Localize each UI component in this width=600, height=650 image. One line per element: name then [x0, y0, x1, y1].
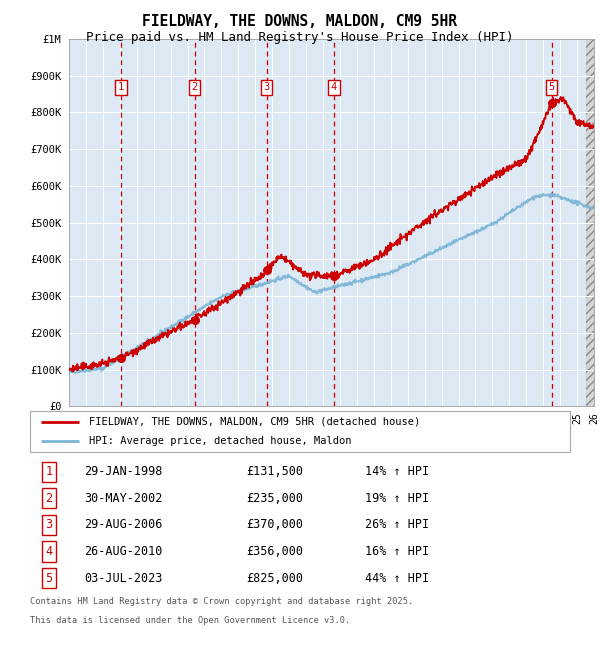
Text: 19% ↑ HPI: 19% ↑ HPI [365, 492, 429, 504]
Text: 4: 4 [46, 545, 52, 558]
Text: 26-AUG-2010: 26-AUG-2010 [84, 545, 163, 558]
Text: 1: 1 [46, 465, 52, 478]
Text: £235,000: £235,000 [246, 492, 303, 504]
Text: This data is licensed under the Open Government Licence v3.0.: This data is licensed under the Open Gov… [30, 616, 350, 625]
Text: FIELDWAY, THE DOWNS, MALDON, CM9 5HR (detached house): FIELDWAY, THE DOWNS, MALDON, CM9 5HR (de… [89, 417, 421, 427]
Text: FIELDWAY, THE DOWNS, MALDON, CM9 5HR: FIELDWAY, THE DOWNS, MALDON, CM9 5HR [143, 14, 458, 29]
Text: 5: 5 [548, 83, 555, 92]
Text: £131,500: £131,500 [246, 465, 303, 478]
Bar [586, 39, 594, 406]
Text: 26% ↑ HPI: 26% ↑ HPI [365, 519, 429, 532]
Text: 2: 2 [191, 83, 198, 92]
Text: £356,000: £356,000 [246, 545, 303, 558]
Text: 29-JAN-1998: 29-JAN-1998 [84, 465, 163, 478]
Text: £825,000: £825,000 [246, 572, 303, 585]
Text: 3: 3 [46, 519, 52, 532]
Text: 1: 1 [118, 83, 124, 92]
Text: 3: 3 [263, 83, 270, 92]
Text: 2: 2 [46, 492, 52, 504]
Text: Contains HM Land Registry data © Crown copyright and database right 2025.: Contains HM Land Registry data © Crown c… [30, 597, 413, 606]
Text: 44% ↑ HPI: 44% ↑ HPI [365, 572, 429, 585]
Text: 16% ↑ HPI: 16% ↑ HPI [365, 545, 429, 558]
Text: 30-MAY-2002: 30-MAY-2002 [84, 492, 163, 504]
Text: Price paid vs. HM Land Registry's House Price Index (HPI): Price paid vs. HM Land Registry's House … [86, 31, 514, 44]
Text: 5: 5 [46, 572, 52, 585]
Text: 03-JUL-2023: 03-JUL-2023 [84, 572, 163, 585]
Text: 14% ↑ HPI: 14% ↑ HPI [365, 465, 429, 478]
Text: HPI: Average price, detached house, Maldon: HPI: Average price, detached house, Mald… [89, 436, 352, 446]
Text: 29-AUG-2006: 29-AUG-2006 [84, 519, 163, 532]
Bar [586, 39, 594, 406]
Text: £370,000: £370,000 [246, 519, 303, 532]
FancyBboxPatch shape [30, 411, 570, 452]
Text: 4: 4 [331, 83, 337, 92]
